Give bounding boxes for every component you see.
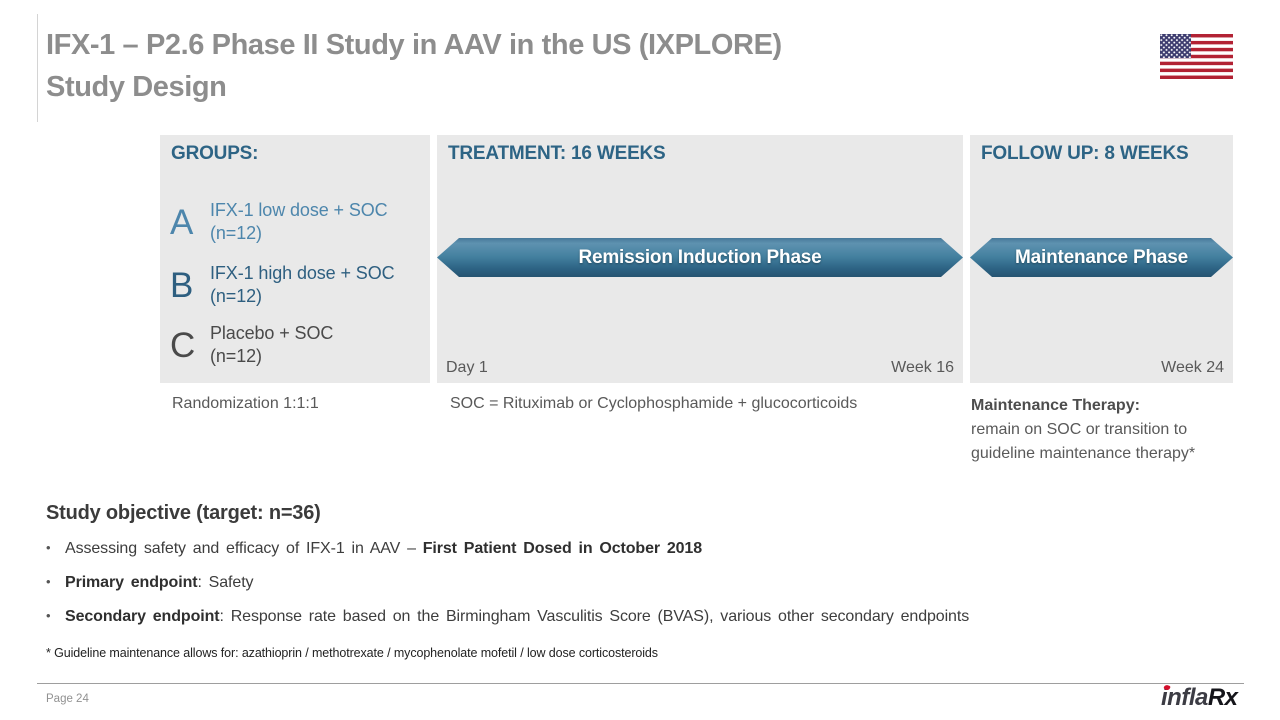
groups-panel: GROUPS: A IFX-1 low dose + SOC (n=12) B … [160, 135, 430, 383]
week24-label: Week 24 [1161, 359, 1224, 376]
us-flag-icon [1160, 34, 1233, 79]
groups-panel-header: GROUPS: [171, 143, 259, 164]
guideline-footnote: * Guideline maintenance allows for: azat… [46, 646, 658, 660]
maintenance-phase-label: Maintenance Phase [1015, 246, 1188, 268]
randomization-note: Randomization 1:1:1 [172, 395, 319, 412]
bullet2-bold-text: Primary endpoint [65, 574, 198, 591]
bullet1-text: Assessing safety and efficacy of IFX-1 i… [65, 540, 423, 557]
group-desc-b: IFX-1 high dose + SOC (n=12) [210, 262, 395, 308]
group-letter-c: C [170, 325, 196, 365]
bullet-icon: • [46, 608, 51, 623]
remission-induction-arrow: Remission Induction Phase [437, 238, 963, 277]
maintenance-phase-arrow: Maintenance Phase [970, 238, 1233, 277]
slide-title-line1: IFX-1 – P2.6 Phase II Study in AAV in th… [46, 29, 782, 61]
group-c-line2: (n=12) [210, 346, 262, 366]
group-letter-a: A [170, 202, 194, 242]
inflarx-logo: inflaRx [1161, 683, 1238, 713]
bullet-primary-endpoint: • Primary endpoint: Safety [46, 574, 254, 592]
group-letter-b: B [170, 265, 194, 305]
group-b-line2: (n=12) [210, 286, 262, 306]
bullet3-bold-text: Secondary endpoint [65, 608, 220, 625]
group-a-line1: IFX-1 low dose + SOC [210, 200, 388, 220]
group-c-line1: Placebo + SOC [210, 323, 334, 343]
bullet-safety-efficacy: • Assessing safety and efficacy of IFX-1 … [46, 540, 702, 558]
maintenance-therapy-title: Maintenance Therapy: [971, 397, 1140, 414]
slide-title: IFX-1 – P2.6 Phase II Study in AAV in th… [46, 24, 946, 108]
study-objective-heading: Study objective (target: n=36) [46, 502, 321, 524]
soc-definition-note: SOC = Rituximab or Cyclophosphamide + gl… [450, 395, 858, 412]
bullet1-bold-text: First Patient Dosed in October 2018 [422, 540, 703, 557]
bullet2-post-text: : Safety [197, 574, 254, 591]
group-a-line2: (n=12) [210, 223, 262, 243]
group-row-c: C Placebo + SOC (n=12) [170, 322, 333, 368]
maintenance-therapy-line2: guideline maintenance therapy* [971, 445, 1196, 462]
bullet-secondary-endpoint: • Secondary endpoint: Response rate based… [46, 608, 969, 626]
bullet-icon: • [46, 574, 51, 589]
followup-panel-header: FOLLOW UP: 8 WEEKS [981, 143, 1189, 164]
group-b-line1: IFX-1 high dose + SOC [210, 263, 395, 283]
treatment-panel: TREATMENT: 16 WEEKS Remission Induction … [437, 135, 963, 383]
day1-label: Day 1 [446, 359, 488, 376]
group-desc-a: IFX-1 low dose + SOC (n=12) [210, 199, 388, 245]
bullet-icon: • [46, 540, 51, 555]
group-row-a: A IFX-1 low dose + SOC (n=12) [170, 199, 388, 245]
footer-divider [37, 683, 1244, 684]
group-desc-c: Placebo + SOC (n=12) [210, 322, 333, 368]
logo-rx-text: Rx [1207, 684, 1238, 711]
remission-induction-label: Remission Induction Phase [578, 246, 822, 268]
slide-title-line2: Study Design [46, 71, 227, 103]
followup-panel: FOLLOW UP: 8 WEEKS Maintenance Phase Wee… [970, 135, 1233, 383]
title-accent-line [37, 14, 38, 122]
week16-label: Week 16 [891, 359, 954, 376]
maintenance-therapy-note: Maintenance Therapy: remain on SOC or tr… [971, 394, 1256, 466]
maintenance-therapy-line1: remain on SOC or transition to [971, 421, 1188, 438]
group-row-b: B IFX-1 high dose + SOC (n=12) [170, 262, 395, 308]
treatment-panel-header: TREATMENT: 16 WEEKS [448, 143, 666, 164]
page-number: Page 24 [46, 693, 89, 705]
bullet3-post-text: : Response rate based on the Birmingham … [219, 608, 970, 625]
